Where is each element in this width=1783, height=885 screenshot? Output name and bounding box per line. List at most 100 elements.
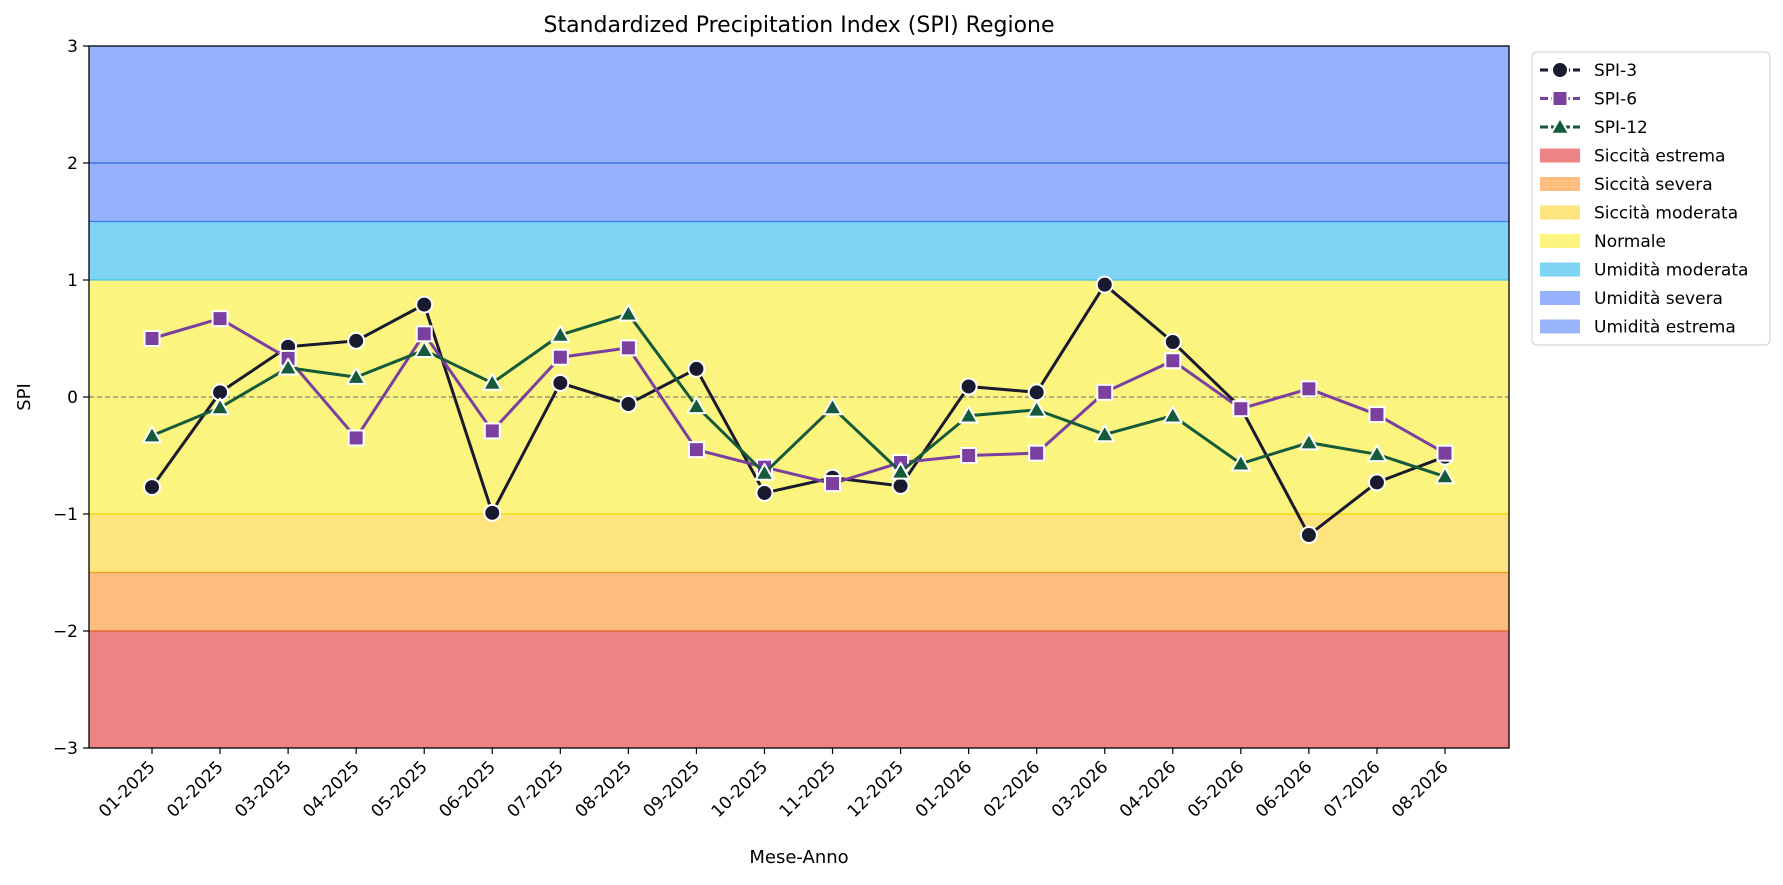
y-tick-label: −3 <box>53 739 78 759</box>
legend-marker-triangle <box>1550 117 1570 135</box>
legend-item-siccita-moderata: Siccità moderata <box>1540 204 1738 224</box>
point-spi-3-04-2025 <box>347 331 366 350</box>
legend-item-umidita-severa: Umidità severa <box>1540 289 1723 309</box>
y-axis-label: SPI <box>14 383 35 411</box>
x-axis-label: Mese-Anno <box>749 847 848 868</box>
x-tick-label: 01-2025 <box>95 757 159 821</box>
series-spi-3 <box>143 275 1454 545</box>
band-umidita-estrema <box>89 46 1509 163</box>
x-tick-label: 04-2026 <box>1116 757 1180 821</box>
legend: SPI-3 SPI-6 SPI-12 Siccità estrema Siccità s… <box>1531 51 1771 346</box>
point-spi-3-10-2025 <box>755 483 774 502</box>
point-spi-12-01-2026 <box>958 405 979 424</box>
point-spi-6-04-2025 <box>347 429 365 447</box>
x-tick-label: 12-2025 <box>844 757 908 821</box>
point-spi-12-08-2025 <box>618 303 639 322</box>
legend-label: Umidità severa <box>1594 289 1723 309</box>
point-spi-6-06-2026 <box>1300 380 1318 398</box>
point-spi-3-01-2026 <box>959 377 978 396</box>
legend-box <box>1531 51 1771 346</box>
legend-patch-swatch <box>1540 205 1580 220</box>
point-spi-12-10-2025 <box>754 463 775 481</box>
point-spi-3-08-2025 <box>619 395 638 414</box>
point-spi-6-09-2025 <box>687 441 705 459</box>
legend-item-spi-3: SPI-3 <box>1540 61 1637 81</box>
point-spi-12-06-2025 <box>482 372 503 391</box>
point-spi-3-12-2025 <box>891 476 910 495</box>
x-tick-label: 03-2025 <box>231 757 295 821</box>
legend-patch-swatch <box>1540 234 1580 248</box>
point-spi-3-01-2025 <box>143 478 161 497</box>
legend-patch-swatch <box>1540 148 1580 163</box>
legend-label: SPI-6 <box>1594 90 1637 110</box>
legend-patch-swatch <box>1540 291 1580 305</box>
line-spi-12 <box>151 312 1446 478</box>
point-spi-12-01-2025 <box>142 425 162 444</box>
classification-bands <box>89 46 1509 748</box>
y-tick-label: 2 <box>67 154 78 174</box>
point-spi-6-01-2025 <box>143 330 161 347</box>
x-tick-label: 05-2026 <box>1184 757 1248 821</box>
point-spi-6-08-2026 <box>1436 444 1454 462</box>
x-tick-label: 06-2025 <box>435 757 499 821</box>
point-spi-12-04-2026 <box>1162 405 1183 424</box>
point-spi-12-11-2025 <box>822 397 843 416</box>
point-spi-12-02-2025 <box>210 397 231 416</box>
legend-label: Normale <box>1594 232 1666 252</box>
point-spi-6-05-2026 <box>1232 400 1250 418</box>
x-tick-label: 04-2025 <box>299 757 363 821</box>
x-tick-label: 10-2025 <box>708 757 772 821</box>
legend-item-siccita-estrema: Siccità estrema <box>1540 147 1725 167</box>
point-spi-6-11-2025 <box>824 475 842 493</box>
x-axis: 01-2025 02-2025 03-2025 04-2025 05-2025 06-20… <box>95 748 1453 822</box>
legend-marker-square <box>1551 90 1569 107</box>
x-tick-label: 02-2025 <box>163 757 227 821</box>
point-spi-6-07-2025 <box>551 348 569 366</box>
band-umidita-moderata <box>89 221 1509 280</box>
point-spi-6-04-2026 <box>1164 352 1182 370</box>
point-spi-12-05-2026 <box>1230 453 1251 472</box>
x-tick-label: 02-2026 <box>980 757 1044 821</box>
x-tick-label: 06-2026 <box>1252 757 1316 821</box>
legend-label: SPI-3 <box>1594 61 1637 81</box>
point-spi-6-02-2025 <box>211 310 229 328</box>
x-tick-label: 03-2026 <box>1048 757 1112 821</box>
point-spi-3-04-2026 <box>1163 333 1182 352</box>
x-tick-label: 09-2025 <box>640 757 704 821</box>
legend-patch-swatch <box>1540 262 1580 277</box>
point-spi-6-02-2026 <box>1028 444 1046 462</box>
point-spi-12-07-2025 <box>550 324 571 343</box>
point-spi-3-05-2025 <box>415 295 434 314</box>
y-tick-label: −1 <box>53 505 78 525</box>
legend-label: Siccità estrema <box>1594 147 1725 167</box>
point-spi-3-06-2026 <box>1299 526 1318 545</box>
legend-label: Siccità moderata <box>1594 204 1738 224</box>
legend-item-umidita-estrema: Umidità estrema <box>1540 318 1736 338</box>
line-spi-3 <box>150 283 1446 537</box>
line-spi-6 <box>151 317 1446 486</box>
y-tick-label: 3 <box>67 37 78 57</box>
point-spi-3-02-2026 <box>1027 383 1046 402</box>
x-tick-label: 05-2025 <box>367 757 431 821</box>
legend-patch-swatch <box>1540 319 1580 334</box>
x-tick-label: 07-2026 <box>1320 757 1384 821</box>
point-spi-12-05-2025 <box>414 340 435 358</box>
point-spi-3-06-2025 <box>483 503 502 522</box>
x-tick-label: 11-2025 <box>776 757 840 821</box>
point-spi-12-03-2026 <box>1094 424 1115 443</box>
point-spi-12-08-2026 <box>1435 466 1455 485</box>
point-spi-6-05-2025 <box>415 325 433 343</box>
legend-label: SPI-12 <box>1594 118 1648 138</box>
y-tick-label: −2 <box>53 622 78 642</box>
y-tick-label: 1 <box>67 271 78 291</box>
band-siccita-estrema <box>89 631 1509 748</box>
x-tick-label: 08-2025 <box>572 757 636 821</box>
point-spi-12-03-2025 <box>278 357 299 376</box>
band-umidita-severa <box>89 163 1509 222</box>
x-tick-label: 01-2026 <box>912 757 976 821</box>
point-spi-12-07-2026 <box>1366 444 1387 463</box>
point-spi-6-03-2026 <box>1096 383 1114 401</box>
point-spi-3-07-2025 <box>551 373 570 392</box>
point-spi-6-01-2026 <box>960 447 978 464</box>
